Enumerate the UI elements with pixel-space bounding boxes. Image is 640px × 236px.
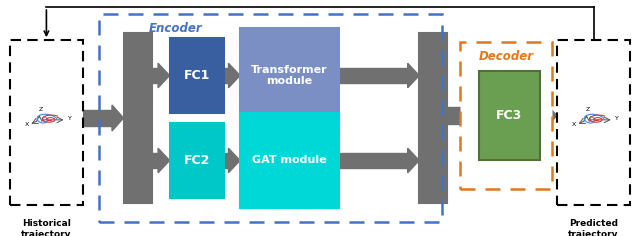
Polygon shape — [228, 148, 240, 173]
FancyBboxPatch shape — [240, 28, 339, 123]
Text: Encoder: Encoder — [149, 22, 203, 35]
Text: FC1: FC1 — [184, 69, 210, 82]
Text: FC3: FC3 — [496, 109, 522, 122]
Text: X: X — [572, 122, 577, 127]
Text: Y: Y — [68, 116, 72, 121]
Text: FC2: FC2 — [184, 154, 210, 167]
Text: Predicted
trajectory: Predicted trajectory — [568, 219, 619, 236]
FancyBboxPatch shape — [10, 40, 83, 205]
Polygon shape — [408, 63, 419, 88]
FancyBboxPatch shape — [479, 71, 540, 160]
Polygon shape — [408, 148, 419, 173]
FancyBboxPatch shape — [170, 123, 224, 198]
Polygon shape — [152, 152, 158, 169]
Polygon shape — [83, 110, 112, 126]
Text: Y: Y — [615, 116, 619, 121]
FancyBboxPatch shape — [419, 33, 447, 203]
Polygon shape — [158, 63, 170, 88]
Text: Z: Z — [586, 107, 590, 112]
Polygon shape — [339, 67, 408, 84]
Text: Z: Z — [38, 107, 43, 112]
Polygon shape — [224, 67, 228, 84]
FancyBboxPatch shape — [124, 33, 152, 203]
Text: X: X — [25, 122, 29, 127]
Polygon shape — [112, 105, 124, 131]
Polygon shape — [545, 103, 557, 129]
Polygon shape — [152, 67, 158, 84]
FancyBboxPatch shape — [240, 113, 339, 208]
Polygon shape — [158, 148, 170, 173]
FancyBboxPatch shape — [460, 42, 552, 189]
FancyBboxPatch shape — [557, 40, 630, 205]
Text: Historical
trajectory: Historical trajectory — [21, 219, 72, 236]
Polygon shape — [228, 63, 240, 88]
FancyBboxPatch shape — [170, 38, 224, 113]
Polygon shape — [467, 103, 479, 129]
Polygon shape — [540, 107, 545, 124]
Polygon shape — [339, 152, 408, 169]
Polygon shape — [447, 107, 467, 124]
Text: Transformer
module: Transformer module — [252, 65, 328, 86]
Polygon shape — [224, 152, 228, 169]
Text: Decoder: Decoder — [479, 50, 533, 63]
Text: GAT module: GAT module — [252, 156, 327, 165]
